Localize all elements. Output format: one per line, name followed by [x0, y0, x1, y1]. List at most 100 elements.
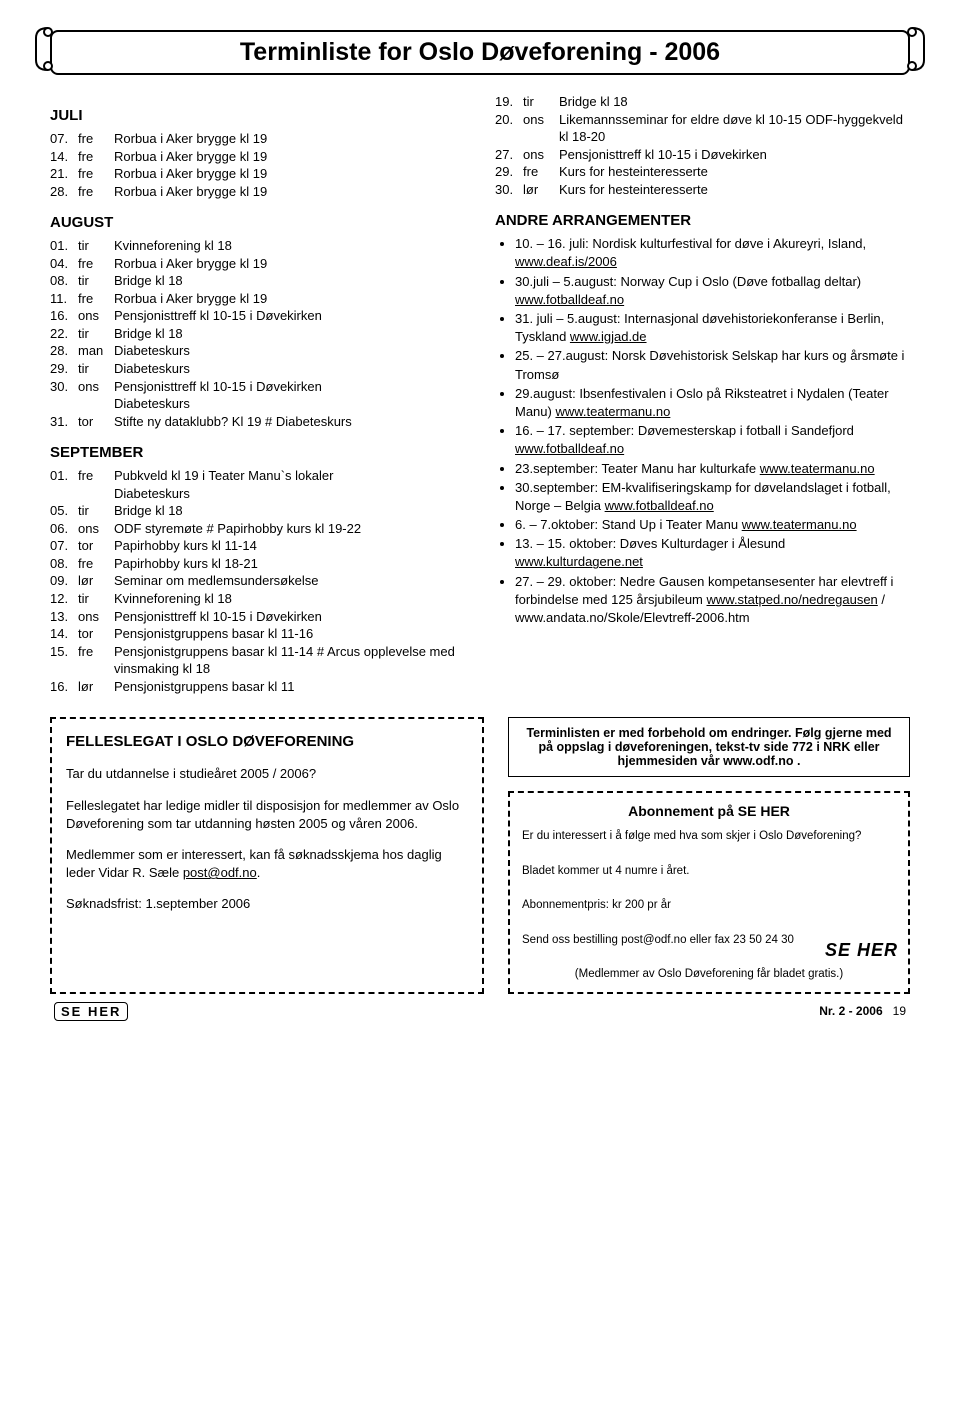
- row-day: fre: [523, 163, 559, 181]
- row-day: ons: [78, 307, 114, 325]
- row-day: tir: [523, 93, 559, 111]
- row-day: tir: [78, 325, 114, 343]
- felleslegat-title: FELLESLEGAT I OSLO DØVEFORENING: [66, 731, 468, 752]
- row-day: tir: [78, 237, 114, 255]
- arrangement-link[interactable]: www.kulturdagene.net: [515, 554, 643, 569]
- schedule-row: 07.freRorbua i Aker brygge kl 19: [50, 130, 465, 148]
- row-text: Bridge kl 18: [114, 502, 465, 520]
- row-text: Seminar om medlemsundersøkelse: [114, 572, 465, 590]
- schedule-row: 29.freKurs for hesteinteresserte: [495, 163, 910, 181]
- row-text: Diabeteskurs: [114, 360, 465, 378]
- row-text: Stifte ny dataklubb? Kl 19 # Diabeteskur…: [114, 413, 465, 431]
- row-num: 09.: [50, 572, 78, 590]
- schedule-row: 30.lørKurs for hesteinteresserte: [495, 181, 910, 199]
- subscription-l3: Abonnementpris: kr 200 pr år: [522, 897, 896, 914]
- arrangement-link[interactable]: www.teatermanu.no: [555, 404, 670, 419]
- schedule-row: 15.frePensjonistgruppens basar kl 11-14 …: [50, 643, 465, 678]
- row-day: ons: [78, 378, 114, 396]
- arrangement-link[interactable]: www.fotballdeaf.no: [515, 292, 624, 307]
- row-num: 28.: [50, 342, 78, 360]
- row-text: Kvinneforening kl 18: [114, 237, 465, 255]
- arrangement-item: 16. – 17. september: Døvemesterskap i fo…: [515, 422, 910, 458]
- row-text: Rorbua i Aker brygge kl 19: [114, 255, 465, 273]
- row-day: tor: [78, 413, 114, 431]
- felleslegat-p4: Søknadsfrist: 1.september 2006: [66, 895, 468, 913]
- row-day: fre: [78, 555, 114, 573]
- footer-magazine: SE HER: [54, 1002, 128, 1021]
- arrangement-link[interactable]: www.fotballdeaf.no: [605, 498, 714, 513]
- schedule-row: 01.frePubkveld kl 19 i Teater Manu`s lok…: [50, 467, 465, 485]
- schedule-row: 16.onsPensjonisttreff kl 10-15 i Døvekir…: [50, 307, 465, 325]
- month-heading: AUGUST: [50, 214, 465, 231]
- arrangements-list: 10. – 16. juli: Nordisk kulturfestival f…: [495, 235, 910, 627]
- row-text: Pensjonistgruppens basar kl 11: [114, 678, 465, 696]
- felleslegat-email-link[interactable]: post@odf.no: [183, 865, 257, 880]
- title-text: Terminliste for Oslo Døveforening - 2006: [240, 38, 720, 66]
- row-num: 12.: [50, 590, 78, 608]
- seher-logo: SE HER: [825, 937, 898, 964]
- schedule-row: 21.freRorbua i Aker brygge kl 19: [50, 165, 465, 183]
- row-day: tir: [78, 272, 114, 290]
- row-day: lør: [78, 678, 114, 696]
- schedule-row-continuation: Diabeteskurs: [114, 485, 465, 503]
- footer-issue: Nr. 2 - 2006: [819, 1004, 882, 1018]
- arrangement-item: 25. – 27.august: Norsk Døvehistorisk Sel…: [515, 347, 910, 383]
- row-num: 29.: [50, 360, 78, 378]
- schedule-row: 09.lørSeminar om medlemsundersøkelse: [50, 572, 465, 590]
- arrangement-link[interactable]: www.fotballdeaf.no: [515, 441, 624, 456]
- arrangement-link[interactable]: www.deaf.is/2006: [515, 254, 617, 269]
- schedule-row: 22.tirBridge kl 18: [50, 325, 465, 343]
- row-day: fre: [78, 467, 114, 485]
- row-text: Likemannsseminar for eldre døve kl 10-15…: [559, 111, 910, 146]
- arrangement-link[interactable]: www.teatermanu.no: [760, 461, 875, 476]
- row-text: Pubkveld kl 19 i Teater Manu`s lokaler: [114, 467, 465, 485]
- row-num: 28.: [50, 183, 78, 201]
- row-text: Papirhobby kurs kl 18-21: [114, 555, 465, 573]
- row-day: fre: [78, 643, 114, 661]
- row-num: 30.: [495, 181, 523, 199]
- disclaimer-box: Terminlisten er med forbehold om endring…: [508, 717, 910, 777]
- row-text: Pensjonisttreff kl 10-15 i Døvekirken: [114, 608, 465, 626]
- row-text: Bridge kl 18: [114, 325, 465, 343]
- row-text: Bridge kl 18: [114, 272, 465, 290]
- row-num: 20.: [495, 111, 523, 129]
- row-day: fre: [78, 165, 114, 183]
- row-num: 05.: [50, 502, 78, 520]
- row-num: 01.: [50, 237, 78, 255]
- row-num: 16.: [50, 678, 78, 696]
- row-text: Rorbua i Aker brygge kl 19: [114, 290, 465, 308]
- schedule-row: 27.onsPensjonisttreff kl 10-15 i Døvekir…: [495, 146, 910, 164]
- felleslegat-p1: Tar du utdannelse i studieåret 2005 / 20…: [66, 765, 468, 783]
- row-text: Papirhobby kurs kl 11-14: [114, 537, 465, 555]
- row-day: tir: [78, 590, 114, 608]
- scroll-left-icon: [30, 26, 60, 72]
- row-num: 13.: [50, 608, 78, 626]
- arrangement-item: 27. – 29. oktober: Nedre Gausen kompetan…: [515, 573, 910, 628]
- subscription-l5: (Medlemmer av Oslo Døveforening får blad…: [522, 966, 896, 983]
- row-text: Bridge kl 18: [559, 93, 910, 111]
- arrangements-heading: ANDRE ARRANGEMENTER: [495, 212, 910, 229]
- row-day: ons: [523, 111, 559, 129]
- row-text: Kvinneforening kl 18: [114, 590, 465, 608]
- arrangement-item: 29.august: Ibsenfestivalen i Oslo på Rik…: [515, 385, 910, 421]
- row-day: tor: [78, 625, 114, 643]
- row-num: 14.: [50, 148, 78, 166]
- schedule-row: 14.freRorbua i Aker brygge kl 19: [50, 148, 465, 166]
- row-num: 04.: [50, 255, 78, 273]
- row-num: 27.: [495, 146, 523, 164]
- arrangement-item: 30.september: EM-kvalifiseringskamp for …: [515, 479, 910, 515]
- schedule-row: 08.tirBridge kl 18: [50, 272, 465, 290]
- arrangement-link[interactable]: www.igjad.de: [570, 329, 647, 344]
- row-day: fre: [78, 130, 114, 148]
- schedule-row: 19.tirBridge kl 18: [495, 93, 910, 111]
- row-num: 30.: [50, 378, 78, 396]
- row-day: lør: [78, 572, 114, 590]
- row-text: Rorbua i Aker brygge kl 19: [114, 165, 465, 183]
- arrangement-link[interactable]: www.statped.no/nedregausen: [707, 592, 878, 607]
- arrangement-link[interactable]: www.teatermanu.no: [742, 517, 857, 532]
- month-heading: SEPTEMBER: [50, 444, 465, 461]
- arrangement-item: 30.juli – 5.august: Norway Cup i Oslo (D…: [515, 273, 910, 309]
- subscription-box: Abonnement på SE HER Er du interessert i…: [508, 791, 910, 993]
- row-num: 01.: [50, 467, 78, 485]
- schedule-row-continuation: Diabeteskurs: [114, 395, 465, 413]
